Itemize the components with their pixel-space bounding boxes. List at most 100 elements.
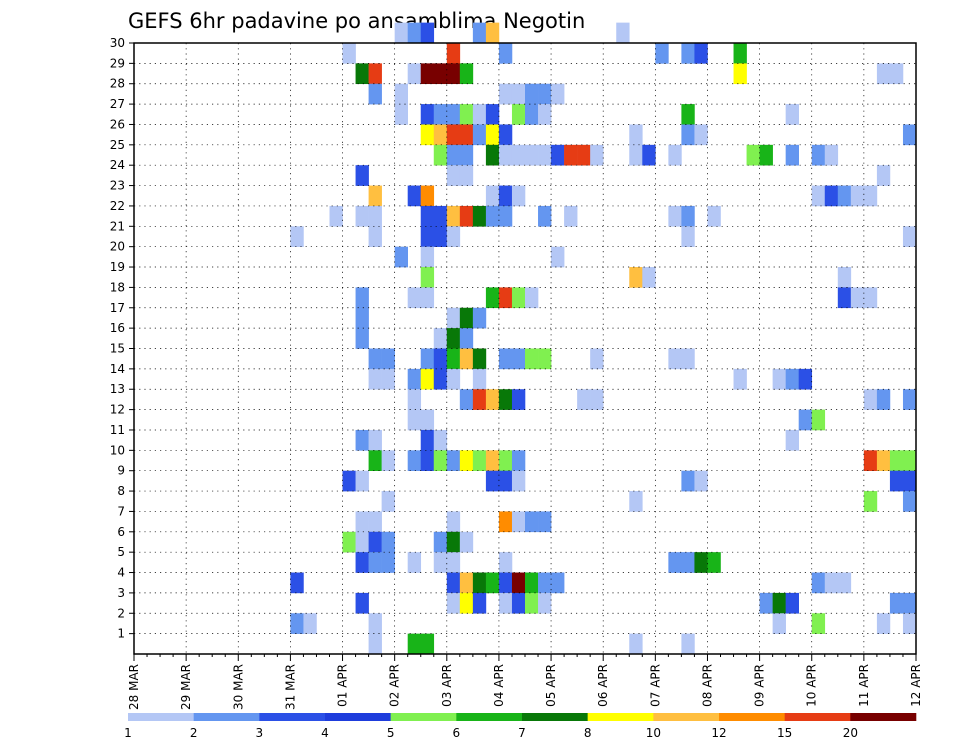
heatmap-cell	[590, 348, 604, 370]
heatmap-cell	[446, 307, 461, 329]
heatmap-cell	[459, 104, 474, 125]
y-tick-label: 5	[117, 545, 125, 559]
legend-label: 10	[646, 726, 661, 740]
x-tick-label: 12 APR	[909, 664, 923, 707]
heatmap-cell	[668, 205, 682, 227]
y-tick-label: 25	[110, 138, 125, 152]
x-tick-label: 04 APR	[492, 664, 506, 707]
heatmap-cell	[902, 613, 917, 634]
heatmap-cell	[485, 470, 500, 492]
heatmap-cell	[381, 450, 395, 471]
y-tick-label: 20	[110, 240, 125, 254]
heatmap-cell	[681, 43, 695, 64]
heatmap-cell	[355, 287, 369, 309]
heatmap-cell	[564, 144, 578, 166]
heatmap-cell	[876, 450, 891, 471]
y-tick-label: 14	[110, 362, 125, 376]
heatmap-cell	[433, 144, 448, 166]
heatmap-cell	[420, 633, 435, 655]
legend-label: 20	[843, 726, 858, 740]
heatmap-cell	[681, 552, 695, 573]
heatmap-cell	[420, 287, 435, 309]
heatmap-cell	[616, 22, 630, 44]
heatmap-cell	[498, 552, 513, 573]
heatmap-cell	[472, 307, 487, 329]
heatmap-cell	[394, 22, 408, 44]
y-tick-label: 22	[110, 199, 125, 213]
heatmap-cell	[538, 592, 552, 614]
heatmap-cell	[850, 185, 865, 207]
heatmap-cell	[355, 328, 369, 349]
heatmap-cell	[889, 450, 904, 471]
heatmap-cell	[446, 511, 461, 533]
legend-swatch	[390, 713, 457, 721]
heatmap-cell	[459, 307, 474, 329]
heatmap-cell	[837, 572, 852, 594]
x-tick-label: 05 APR	[544, 664, 558, 707]
heatmap-cell	[381, 348, 395, 370]
heatmap-cell	[394, 104, 408, 125]
legend-label: 7	[518, 726, 526, 740]
heatmap-cell	[785, 368, 799, 390]
legend-swatch	[587, 713, 654, 721]
heatmap-cell	[472, 389, 487, 410]
heatmap-cell	[407, 633, 422, 655]
heatmap-cell	[368, 348, 382, 370]
heatmap-cell	[446, 368, 461, 390]
heatmap-cell	[290, 572, 304, 594]
heatmap-cell	[668, 348, 682, 370]
heatmap-cell	[472, 592, 487, 614]
heatmap-cell	[590, 144, 604, 166]
heatmap-cell	[811, 572, 826, 594]
heatmap-cell	[420, 124, 435, 146]
heatmap-cell	[446, 63, 461, 85]
heatmap-cell	[746, 144, 760, 166]
heatmap-cell	[446, 205, 461, 227]
y-tick-label: 6	[117, 525, 125, 539]
heatmap-cell	[459, 328, 474, 349]
heatmap-cell	[824, 572, 839, 594]
heatmap-cell	[785, 429, 799, 451]
heatmap-cell	[889, 470, 904, 492]
y-tick-label: 18	[110, 280, 125, 294]
x-tick-label: 02 APR	[388, 664, 402, 707]
heatmap-cell	[420, 104, 435, 125]
heatmap-cell	[681, 470, 695, 492]
heatmap-cell	[824, 185, 839, 207]
legend-label: 4	[321, 726, 329, 740]
heatmap-cell	[459, 144, 474, 166]
heatmap-cell	[420, 63, 435, 85]
y-tick-label: 13	[110, 382, 125, 396]
x-axis-labels: 28 MAR 29 MAR 30 MAR 31 MAR 01 APR 02 APR 03 A…	[127, 664, 923, 710]
y-tick-label: 17	[110, 301, 125, 315]
heatmap-cell	[498, 470, 513, 492]
heatmap-cell	[394, 83, 408, 105]
heatmap-cell	[525, 592, 539, 614]
heatmap-cell	[681, 226, 695, 247]
y-tick-label: 1	[117, 627, 125, 641]
x-tick-label: 10 APR	[805, 664, 819, 707]
heatmap-cell	[433, 63, 448, 85]
heatmap-cell	[629, 144, 643, 166]
heatmap-cell	[433, 124, 448, 146]
heatmap-cell	[459, 63, 474, 85]
heatmap-cell	[511, 83, 526, 105]
legend-swatch	[193, 713, 260, 721]
heatmap-cell	[668, 144, 682, 166]
heatmap-cell	[459, 165, 474, 186]
y-tick-label: 28	[110, 77, 125, 91]
heatmap-cell	[498, 185, 513, 207]
heatmap-cell	[355, 165, 369, 186]
heatmap-cell	[485, 572, 500, 594]
heatmap-cell	[290, 226, 304, 247]
heatmap-cell	[511, 287, 526, 309]
heatmap-cell	[407, 552, 422, 573]
heatmap-cell	[407, 287, 422, 309]
heatmap-cell	[472, 104, 487, 125]
heatmap-cell	[681, 633, 695, 655]
heatmap-cell	[342, 470, 356, 492]
heatmap-cell	[368, 511, 382, 533]
heatmap-cell	[446, 226, 461, 247]
heatmap-cell	[368, 368, 382, 390]
heatmap-cell	[368, 205, 382, 227]
